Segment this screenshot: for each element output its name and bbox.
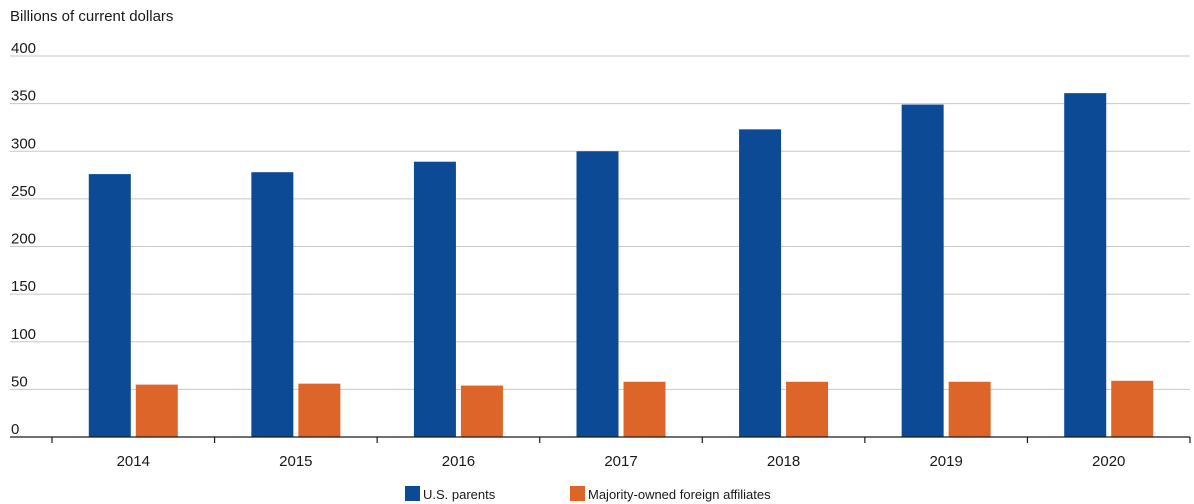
y-tick-label: 250 (11, 183, 36, 200)
x-tick-label: 2017 (604, 453, 637, 470)
bar-foreign-affiliates-2014 (135, 384, 178, 437)
bar-foreign-affiliates-2015 (298, 383, 341, 437)
bars (88, 93, 1154, 438)
x-tick-label: 2016 (442, 453, 475, 470)
x-tick-label: 2014 (117, 453, 150, 470)
y-tick-label: 400 (11, 40, 36, 57)
x-axis-ticks: 2014 2015 2016 2017 2018 2019 2020 (51, 437, 1191, 470)
y-axis-ticks: 0 50 100 150 200 250 300 350 400 (11, 40, 36, 438)
legend-swatch (405, 486, 420, 501)
bar-foreign-affiliates-2020 (1111, 380, 1154, 437)
bar-us-parents-2018 (739, 129, 782, 437)
legend-label: U.S. parents (423, 487, 496, 502)
bar-us-parents-2014 (88, 174, 131, 438)
bar-us-parents-2016 (413, 161, 456, 438)
x-tick-label: 2018 (767, 453, 800, 470)
y-tick-label: 50 (11, 373, 28, 390)
bar-us-parents-2020 (1064, 93, 1107, 438)
legend: U.S. parents Majority-owned foreign affil… (405, 486, 771, 502)
bar-us-parents-2019 (901, 104, 944, 437)
y-tick-label: 200 (11, 231, 36, 248)
y-tick-label: 150 (11, 278, 36, 295)
bar-foreign-affiliates-2017 (623, 381, 666, 437)
legend-label: Majority-owned foreign affiliates (588, 487, 771, 502)
y-tick-label: 0 (11, 421, 19, 438)
legend-swatch (570, 486, 585, 501)
y-tick-label: 300 (11, 135, 36, 152)
bar-foreign-affiliates-2016 (460, 385, 503, 437)
bar-us-parents-2015 (251, 172, 294, 437)
bar-foreign-affiliates-2018 (786, 381, 829, 437)
y-tick-label: 350 (11, 88, 36, 105)
y-tick-label: 100 (11, 326, 36, 343)
x-tick-label: 2020 (1092, 453, 1125, 470)
x-tick-label: 2019 (929, 453, 962, 470)
x-tick-label: 2015 (279, 453, 312, 470)
y-axis-unit-label: Billions of current dollars (10, 8, 173, 25)
bar-us-parents-2017 (576, 151, 619, 437)
bar-foreign-affiliates-2019 (948, 381, 991, 437)
